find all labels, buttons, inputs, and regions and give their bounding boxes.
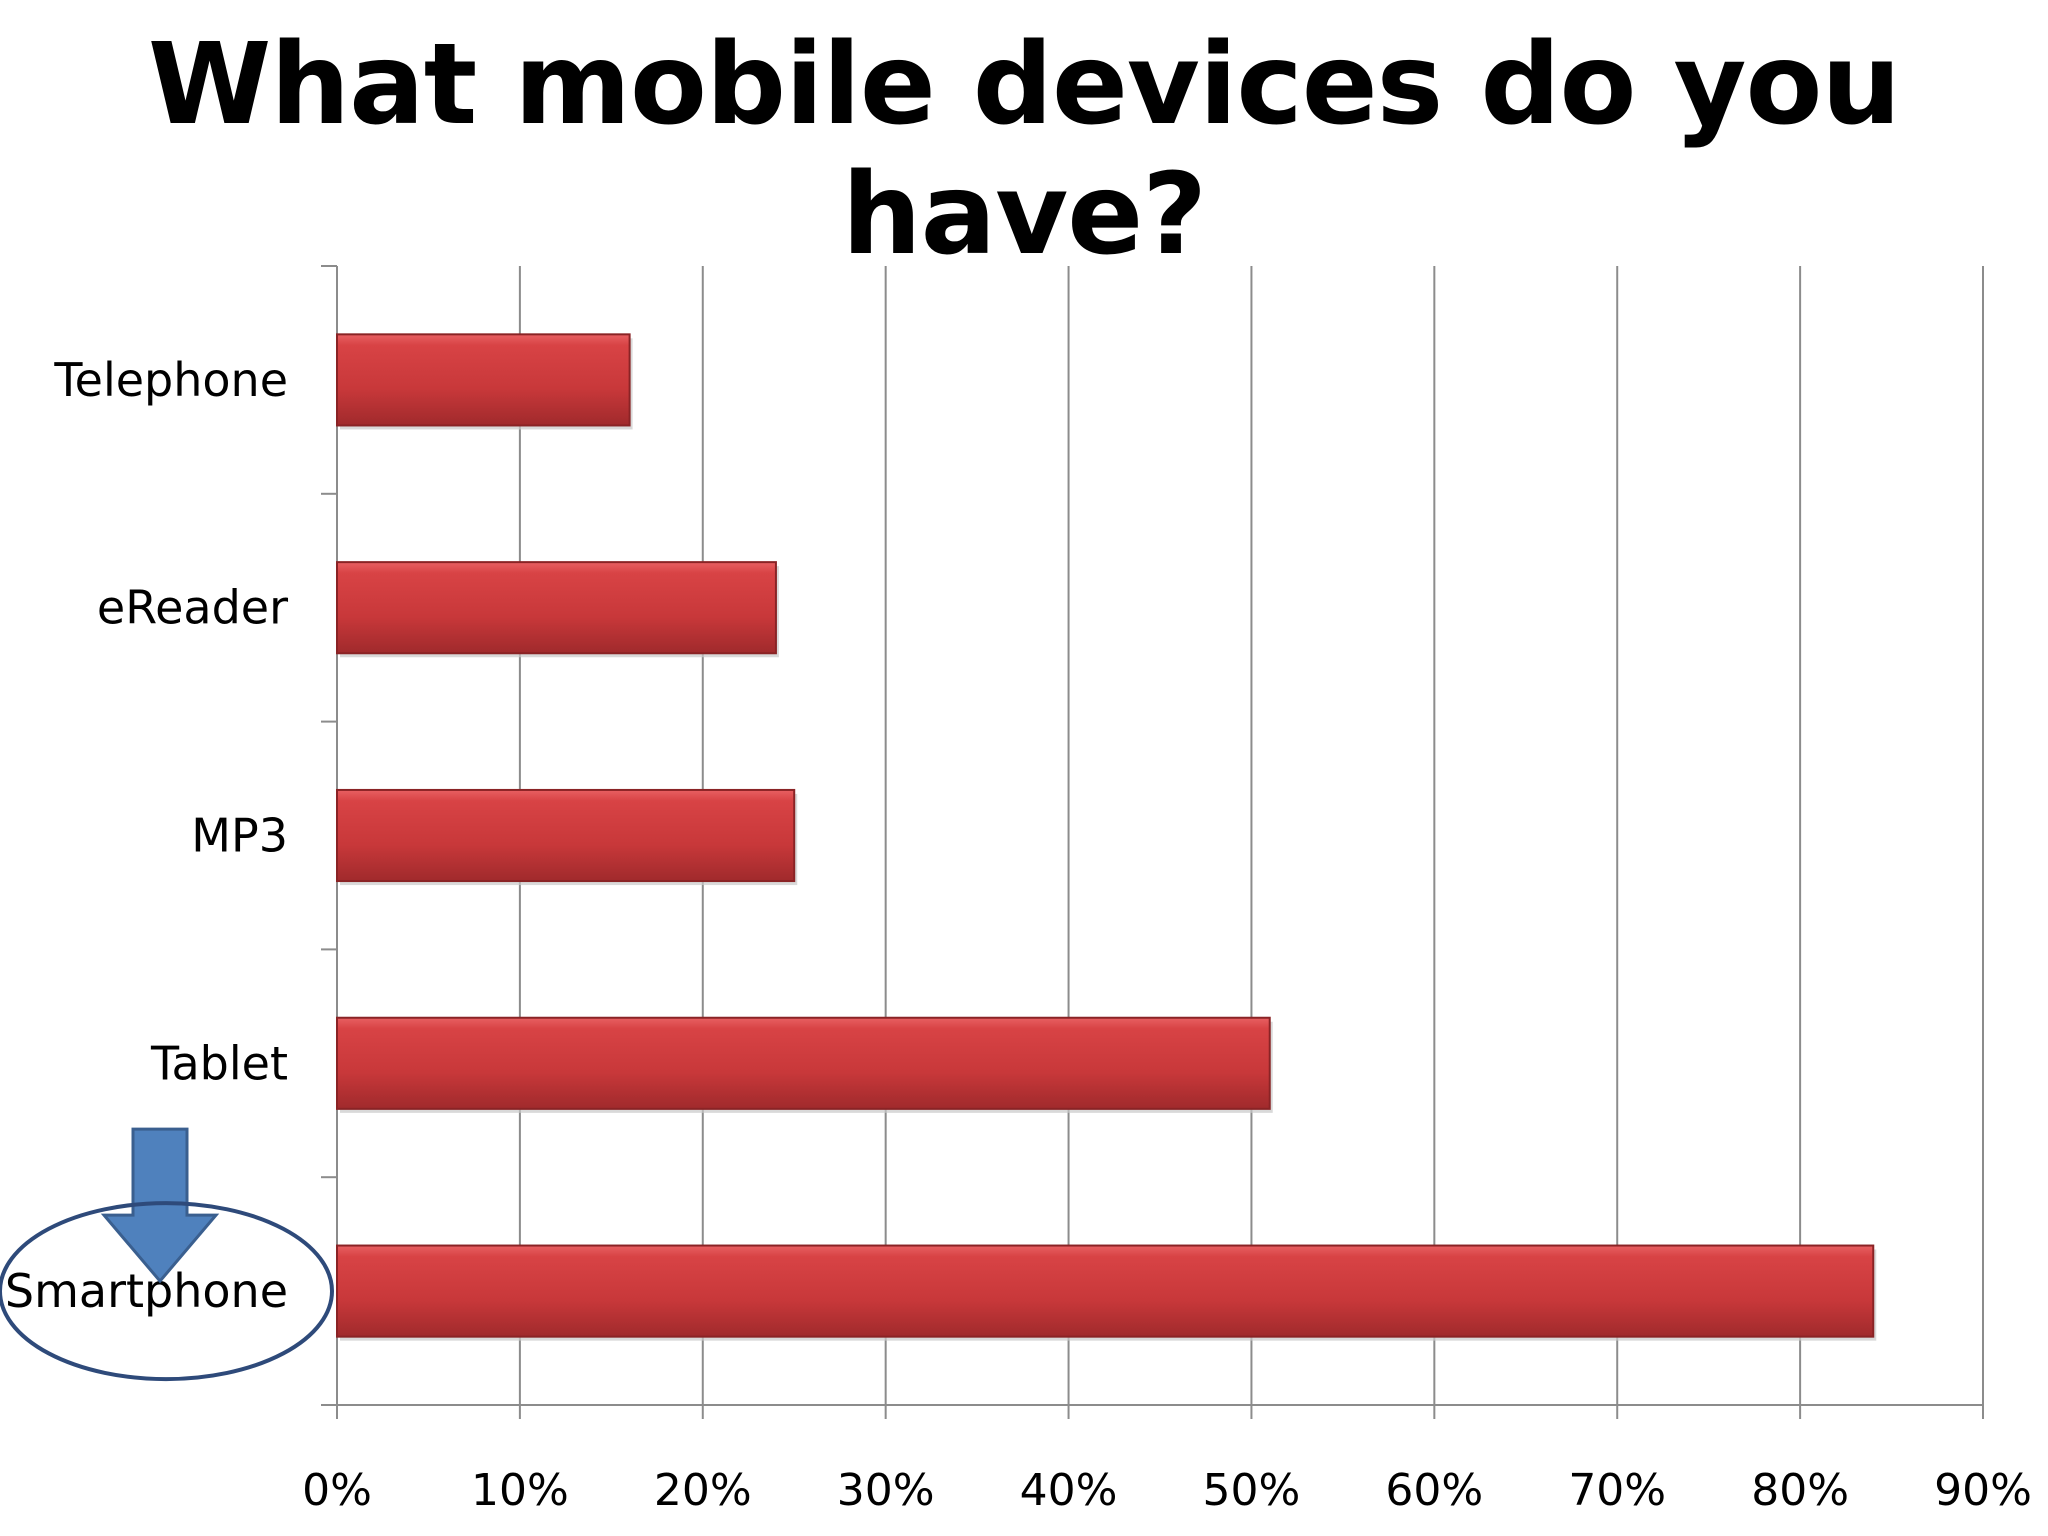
x-tick-label: 90%: [1934, 1465, 2032, 1516]
x-tick-label: 40%: [1020, 1465, 1118, 1516]
bar-tablet: [336, 1016, 1271, 1110]
x-tick-label: 10%: [471, 1465, 569, 1516]
category-label: Telephone: [53, 353, 288, 407]
category-label: MP3: [191, 809, 288, 863]
bar-smartphone: [336, 1244, 1875, 1338]
bar-ereader: [336, 561, 777, 655]
x-tick-label: 50%: [1203, 1465, 1301, 1516]
annotation: [0, 1127, 334, 1382]
x-tick-label: 80%: [1751, 1465, 1849, 1516]
category-label: eReader: [97, 581, 288, 635]
x-tick-label: 60%: [1385, 1465, 1483, 1516]
highlight-ellipse: [0, 1201, 334, 1382]
slide-title: What mobile devices do you have?: [147, 20, 1901, 280]
x-tick-label: 20%: [654, 1465, 752, 1516]
x-tick-label: 70%: [1568, 1465, 1666, 1516]
category-label: Smartphone: [5, 1264, 288, 1318]
category-label: Tablet: [150, 1036, 288, 1090]
x-tick-label: 30%: [837, 1465, 935, 1516]
labels: 0% 10% 20% 30% 40% 50% 60% 70% 80% 90% Telephone eR…: [5, 353, 2032, 1516]
bar-mp3: [336, 788, 796, 883]
x-tick-label: 0%: [302, 1465, 372, 1516]
gridlines: [518, 266, 1984, 1405]
bars: [336, 333, 1877, 1341]
bar-telephone: [336, 333, 631, 427]
